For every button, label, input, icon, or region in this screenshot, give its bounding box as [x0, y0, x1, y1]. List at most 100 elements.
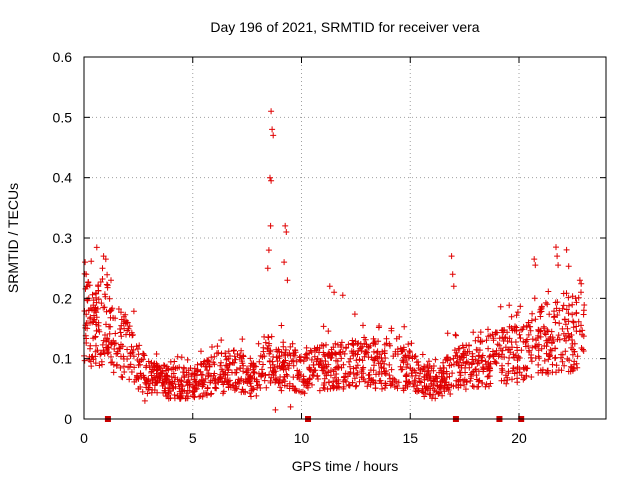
data-point	[525, 319, 532, 326]
data-point	[269, 358, 276, 365]
data-point	[403, 364, 410, 371]
data-point	[522, 339, 529, 346]
data-point	[400, 344, 407, 351]
data-point	[226, 381, 233, 388]
data-point	[522, 343, 529, 350]
data-point	[429, 385, 436, 392]
data-point	[510, 365, 517, 372]
data-point	[475, 334, 482, 341]
data-point	[268, 333, 275, 340]
y-tick-label: 0.2	[53, 290, 73, 306]
data-point	[372, 385, 379, 392]
data-point	[548, 339, 555, 346]
data-point	[296, 354, 303, 361]
data-point	[119, 374, 126, 381]
data-point	[144, 390, 151, 397]
data-point	[411, 383, 417, 390]
data-point	[278, 322, 285, 329]
data-point	[97, 351, 104, 358]
data-point	[434, 375, 441, 382]
data-point	[556, 307, 563, 314]
data-point	[309, 371, 316, 378]
data-point	[290, 362, 297, 369]
data-point	[304, 355, 311, 362]
data-point	[579, 346, 586, 353]
data-point	[537, 313, 544, 320]
data-point	[284, 277, 291, 284]
data-point	[516, 355, 523, 361]
data-point	[421, 374, 428, 381]
data-point	[446, 362, 453, 369]
data-point	[287, 343, 294, 350]
data-point	[460, 351, 467, 358]
data-point	[199, 372, 206, 378]
data-point	[135, 351, 142, 358]
data-point	[552, 299, 559, 306]
data-point	[266, 371, 273, 378]
data-point	[208, 373, 214, 380]
x-tick-label: 20	[511, 430, 527, 446]
data-point	[225, 348, 232, 355]
data-point	[297, 357, 304, 364]
data-point	[562, 332, 569, 339]
data-point	[88, 258, 95, 265]
data-point	[370, 377, 377, 383]
data-point	[207, 379, 214, 386]
data-point	[303, 383, 310, 389]
data-point	[87, 345, 93, 352]
data-point	[578, 345, 585, 351]
data-point	[477, 329, 484, 336]
data-point	[333, 357, 339, 364]
data-point	[489, 348, 496, 355]
data-point	[170, 370, 177, 377]
data-point	[86, 307, 92, 314]
data-point	[264, 265, 271, 272]
data-point	[569, 311, 576, 318]
data-point	[311, 345, 318, 352]
data-point	[415, 375, 422, 382]
data-point	[283, 229, 290, 235]
data-point	[316, 387, 323, 394]
data-point	[427, 377, 434, 384]
data-point	[175, 381, 182, 388]
data-point	[415, 358, 422, 365]
data-point	[111, 346, 118, 352]
data-point	[388, 366, 395, 373]
data-point	[164, 363, 170, 370]
data-point	[237, 352, 244, 359]
data-point	[411, 377, 418, 384]
data-point	[248, 393, 254, 400]
data-point	[502, 372, 509, 379]
data-point	[546, 353, 553, 360]
data-point	[456, 369, 463, 376]
data-point	[573, 310, 580, 317]
data-point	[544, 301, 551, 308]
data-point	[93, 309, 100, 316]
data-point	[167, 358, 174, 365]
data-point	[208, 390, 215, 397]
data-point	[370, 367, 377, 374]
data-point	[564, 325, 571, 332]
data-point	[535, 361, 542, 368]
data-point	[278, 349, 285, 356]
data-point	[566, 333, 573, 340]
data-point	[213, 385, 220, 392]
data-point	[508, 313, 515, 320]
data-point	[514, 309, 521, 316]
data-point	[560, 290, 567, 297]
data-point	[297, 372, 304, 378]
data-point	[486, 364, 493, 371]
data-point	[104, 271, 111, 278]
data-point	[326, 379, 333, 386]
data-point	[469, 356, 476, 363]
data-point	[165, 384, 172, 391]
data-point	[290, 374, 297, 381]
data-point	[137, 384, 144, 390]
data-point	[258, 372, 265, 379]
data-point	[535, 328, 542, 335]
data-point	[574, 364, 581, 371]
data-point	[160, 362, 167, 369]
data-point	[395, 379, 402, 386]
data-point	[260, 361, 266, 368]
